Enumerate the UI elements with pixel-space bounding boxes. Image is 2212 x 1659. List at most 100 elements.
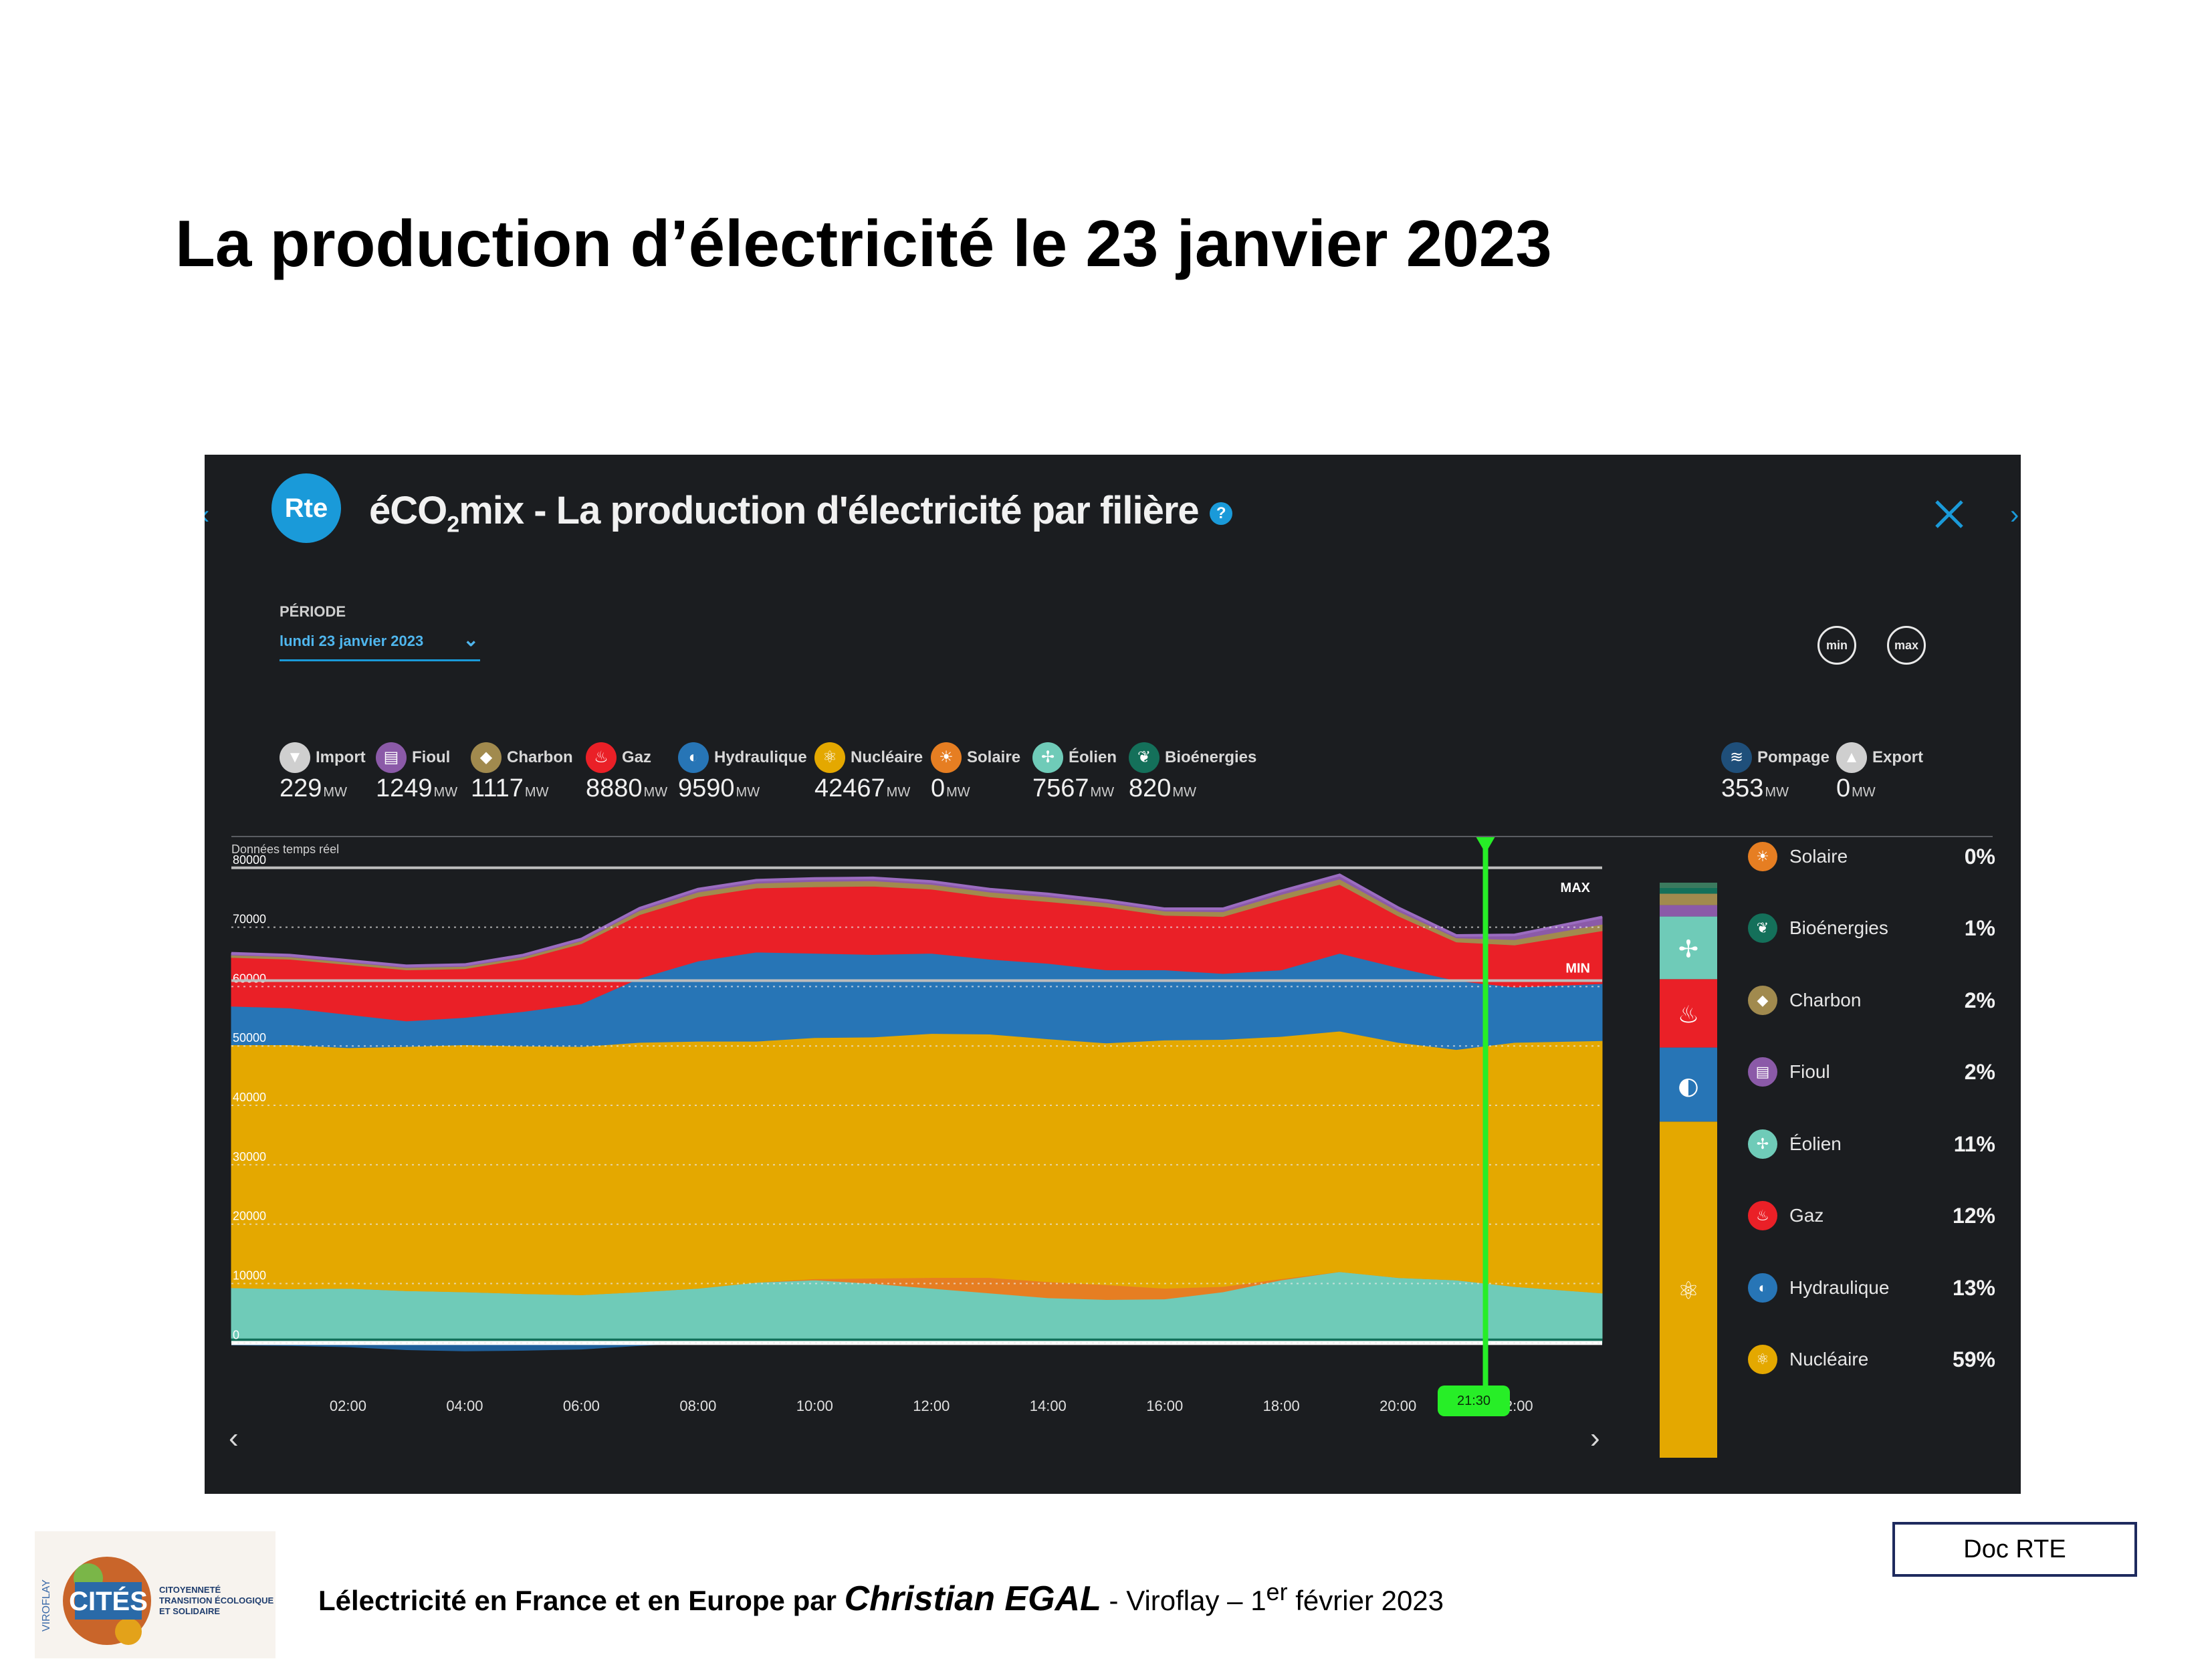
legend-name: Hydraulique	[1789, 1277, 1890, 1298]
x-tick-label: 20:00	[1379, 1398, 1416, 1414]
gaz-icon: ♨	[586, 742, 617, 773]
source-name: Nucléaire	[851, 748, 923, 766]
source-name: Solaire	[967, 748, 1021, 766]
import-icon: ▼	[280, 742, 310, 773]
realtime-label: Données temps réel	[231, 843, 340, 856]
y-tick-label: 80000	[233, 853, 266, 867]
source-name: Import	[316, 748, 366, 766]
source-charbon[interactable]: ◆ Charbon 1117 MW	[471, 742, 573, 802]
source-unit: MW	[886, 785, 911, 800]
fioul-icon: ▤	[376, 742, 407, 773]
source-hydraulique[interactable]: ◐ Hydraulique 9590 MW	[678, 742, 807, 802]
stackbar-bioenergies-cap	[1660, 883, 1717, 888]
panel-next-arrow-icon[interactable]: ›	[2010, 500, 2019, 530]
source-unit: MW	[1172, 785, 1196, 800]
legend-row-fioul[interactable]: ▤ Fioul 2%	[1748, 1053, 1995, 1093]
pompage-icon: ≋	[1721, 742, 1752, 773]
source-pompage[interactable]: ≋ Pompage 353 MW	[1721, 742, 1830, 802]
legend-name: Charbon	[1789, 989, 1862, 1010]
source-name: Éolien	[1069, 748, 1117, 766]
source-unit: MW	[946, 785, 970, 800]
source-value: 0 MW	[931, 774, 970, 803]
legend-pct: 11%	[1953, 1131, 1995, 1156]
source-nucleaire[interactable]: ⚛ Nucléaire 42467 MW	[814, 742, 923, 802]
source-value: 229 MW	[280, 774, 347, 803]
source-unit: MW	[524, 785, 549, 800]
panel-prev-arrow-icon[interactable]: ‹	[205, 500, 209, 530]
source-name: Bioénergies	[1165, 748, 1257, 766]
legend-row-charbon[interactable]: ◆ Charbon 2%	[1748, 982, 1995, 1022]
charbon-icon: ◆	[1748, 985, 1777, 1015]
source-unit: MW	[323, 785, 347, 800]
source-name: Pompage	[1757, 748, 1830, 766]
help-icon[interactable]: ?	[1209, 502, 1232, 525]
legend-row-bioenergies[interactable]: ❦ Bioénergies 1%	[1748, 909, 1995, 950]
x-tick-label: 06:00	[563, 1398, 600, 1414]
periode-label: PÉRIODE	[280, 603, 346, 620]
source-value: 820 MW	[1129, 774, 1196, 803]
stackbar-hydraulique-icon: ◐	[1678, 1073, 1698, 1100]
source-unit: MW	[643, 785, 668, 800]
eolien-icon: ✢	[1748, 1129, 1777, 1159]
y-tick-label: 70000	[233, 913, 266, 926]
legend-row-hydraulique[interactable]: ◐ Hydraulique 13%	[1748, 1269, 1995, 1309]
app-title-pre: éCO	[369, 489, 447, 532]
max-button[interactable]: max	[1887, 626, 1926, 665]
x-tick-label: 08:00	[679, 1398, 716, 1414]
source-number: 8880	[586, 774, 643, 802]
footer-date: février 2023	[1295, 1585, 1444, 1616]
solaire-icon: ☀	[931, 742, 962, 773]
source-unit: MW	[736, 785, 760, 800]
y-tick-label: 30000	[233, 1150, 266, 1164]
legend-row-eolien[interactable]: ✢ Éolien 11%	[1748, 1125, 1995, 1166]
legend-row-solaire[interactable]: ☀ Solaire 0%	[1748, 838, 1995, 878]
x-tick-label: 12:00	[913, 1398, 950, 1414]
area-nucléaire	[231, 1030, 1603, 1295]
source-value: 1249 MW	[376, 774, 457, 803]
source-gaz[interactable]: ♨ Gaz 8880 MW	[586, 742, 667, 802]
nucleaire-icon: ⚛	[1748, 1345, 1777, 1374]
source-value: 0 MW	[1836, 774, 1876, 803]
legend-pct: 59%	[1952, 1347, 1995, 1371]
production-chart: 0 10000 20000 30000 40000 50000 60000 70000 8000…	[231, 837, 1717, 1458]
legend-name: Solaire	[1789, 845, 1848, 867]
close-icon[interactable]	[1931, 496, 1967, 532]
bioenergies-icon: ❦	[1748, 913, 1777, 943]
cursor-handle-icon	[1476, 837, 1495, 853]
legend-pct: 2%	[1964, 1060, 1995, 1084]
source-fioul[interactable]: ▤ Fioul 1249 MW	[376, 742, 457, 802]
stackbar-segment-charbon	[1660, 893, 1717, 905]
y-tick-label: 60000	[233, 972, 266, 985]
hydraulique-icon: ◐	[1748, 1273, 1777, 1303]
source-number: 229	[280, 774, 322, 802]
app-title-post: mix - La production d'électricité par fi…	[459, 489, 1200, 532]
legend-name: Bioénergies	[1789, 917, 1888, 938]
source-number: 353	[1721, 774, 1764, 802]
legend-row-gaz[interactable]: ♨ Gaz 12%	[1748, 1197, 1995, 1237]
source-solaire[interactable]: ☀ Solaire 0 MW	[931, 742, 1021, 802]
source-eolien[interactable]: ✢ Éolien 7567 MW	[1032, 742, 1117, 802]
min-button[interactable]: min	[1817, 626, 1856, 665]
chart-prev-arrow-icon[interactable]: ‹	[229, 1422, 239, 1454]
chart-next-arrow-icon[interactable]: ›	[1590, 1422, 1600, 1454]
eolien-icon: ✢	[1032, 742, 1063, 773]
source-bioenergies[interactable]: ❦ Bioénergies 820 MW	[1129, 742, 1257, 802]
logo-line2: TRANSITION ÉCOLOGIQUE	[159, 1595, 274, 1606]
legend-row-nucleaire[interactable]: ⚛ Nucléaire 59%	[1748, 1341, 1995, 1381]
periode-select[interactable]: lundi 23 janvier 2023 ⌄	[280, 629, 480, 661]
legend-name: Nucléaire	[1789, 1349, 1869, 1369]
area-import	[231, 1343, 1602, 1351]
logo-viroflay: VIROFLAY	[41, 1579, 52, 1632]
source-export[interactable]: ▲ Export 0 MW	[1836, 742, 1924, 802]
nucleaire-icon: ⚛	[814, 742, 845, 773]
legend-pct: 12%	[1952, 1204, 1995, 1228]
source-unit: MW	[1765, 785, 1789, 800]
gaz-icon: ♨	[1748, 1201, 1777, 1230]
y-tick-label: 40000	[233, 1091, 266, 1104]
source-import[interactable]: ▼ Import 229 MW	[280, 742, 366, 802]
separator	[231, 836, 1993, 837]
cursor-time-label[interactable]: 21:30	[1438, 1386, 1510, 1416]
source-number: 9590	[678, 774, 735, 802]
x-tick-label: 16:00	[1146, 1398, 1183, 1414]
source-name: Export	[1872, 748, 1924, 766]
